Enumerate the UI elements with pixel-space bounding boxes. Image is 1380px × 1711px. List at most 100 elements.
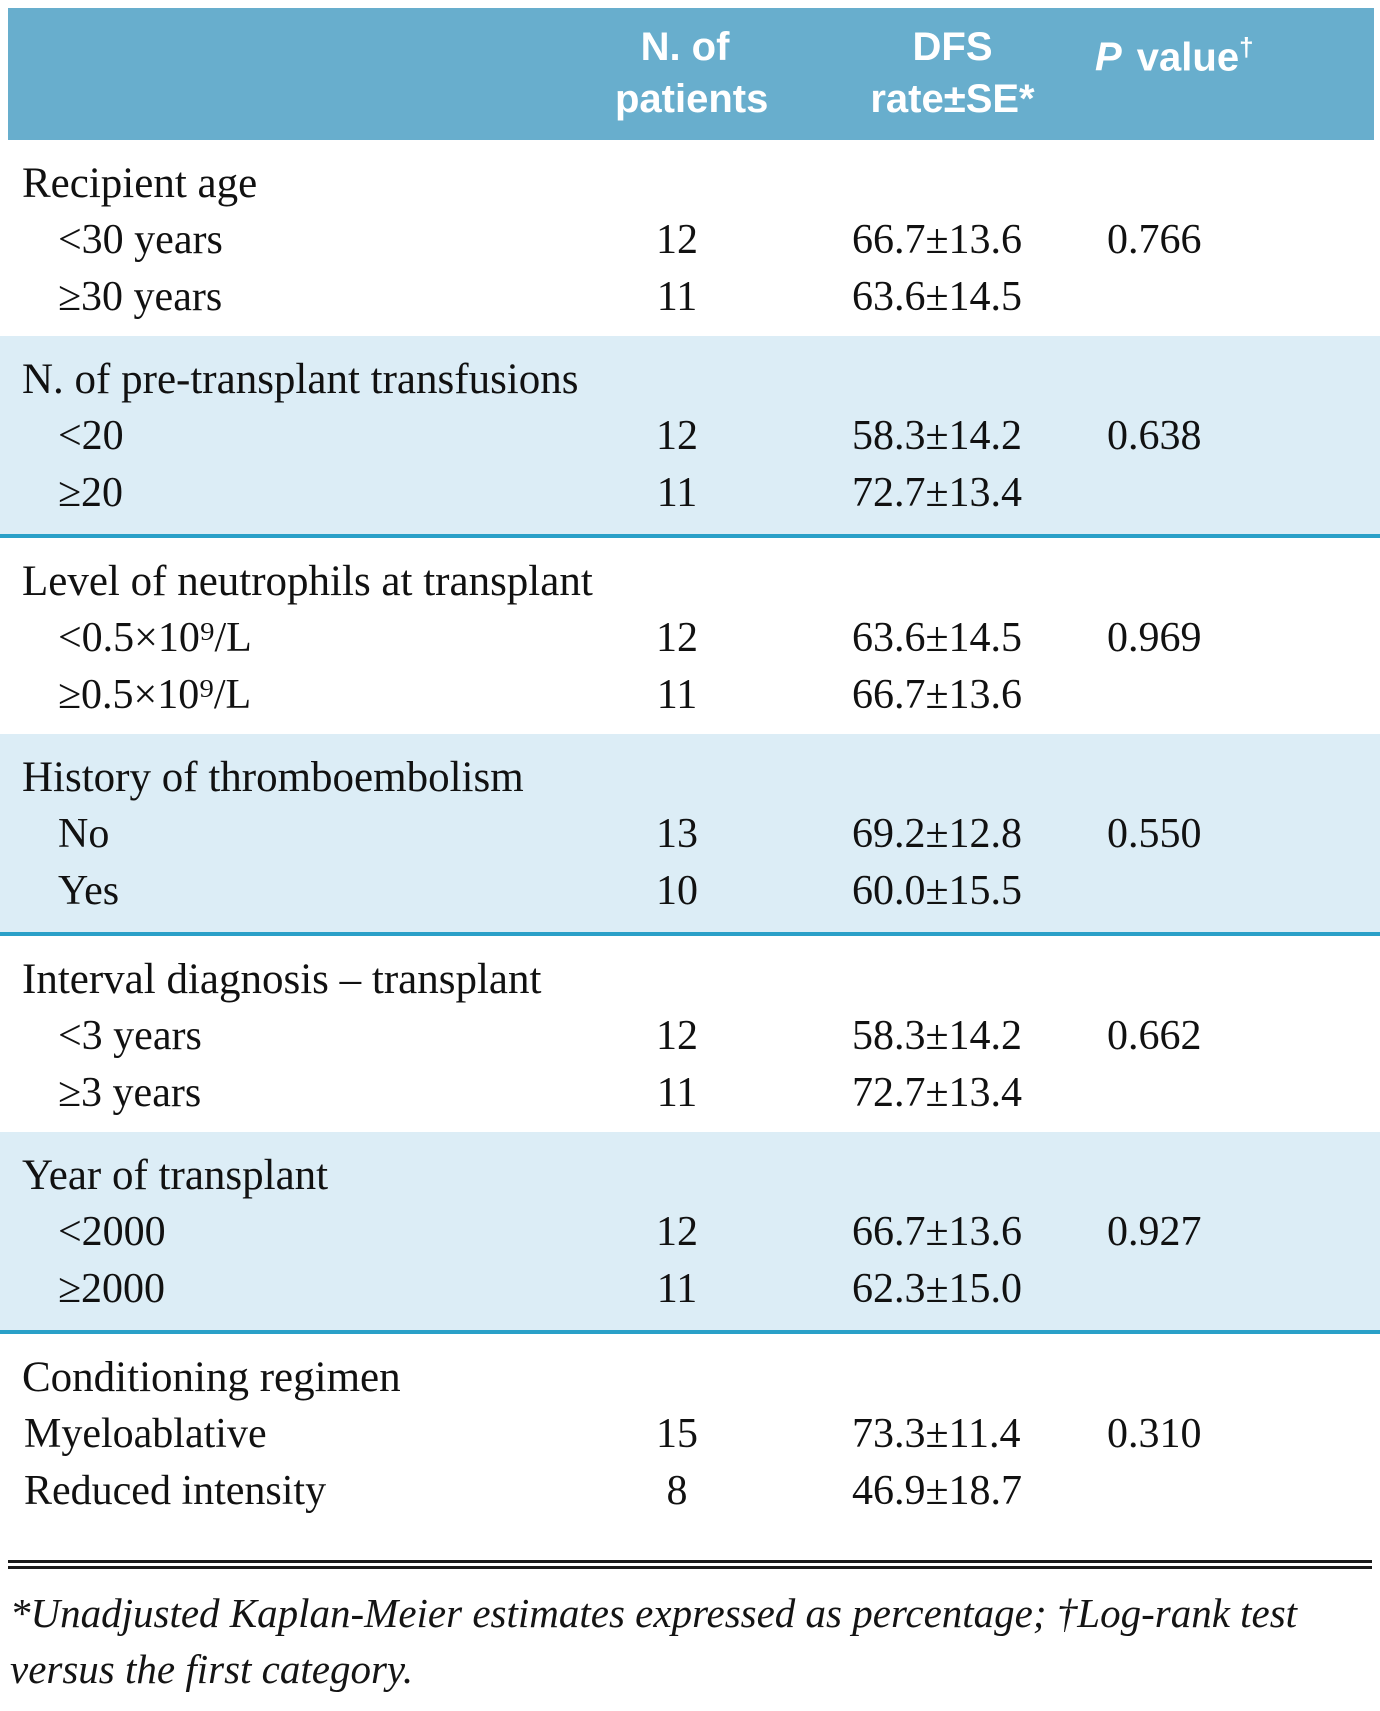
section-category-label: Year of transplant xyxy=(22,1152,329,1199)
table-row: <3 years 12 58.3±14.2 0.662 xyxy=(0,1008,1380,1065)
row-dfs-rate: 73.3±11.4 xyxy=(852,1411,1021,1457)
row-dfs-rate: 60.0±15.5 xyxy=(852,868,1023,914)
row-label: Reduced intensity xyxy=(24,1468,327,1514)
table-row: ≥0.5×10⁹/L 11 66.7±13.6 xyxy=(0,667,1380,724)
row-n-of-patients: 12 xyxy=(656,217,698,263)
row-label: <3 years xyxy=(58,1013,202,1059)
row-n-of-patients: 12 xyxy=(656,413,698,459)
table-row: No 13 69.2±12.8 0.550 xyxy=(0,806,1380,863)
header-p-dagger: † xyxy=(1239,32,1254,62)
table-row: <0.5×10⁹/L 12 63.6±14.5 0.969 xyxy=(0,610,1380,667)
table-section: Interval diagnosis – transplant <3 years… xyxy=(0,936,1380,1132)
row-n-of-patients: 13 xyxy=(656,811,698,857)
row-p-value xyxy=(1037,1463,1380,1520)
header-p-italic: P xyxy=(1095,35,1122,80)
row-label: ≥30 years xyxy=(58,274,223,320)
table-row: <30 years 12 66.7±13.6 0.766 xyxy=(0,212,1380,269)
row-label: Myeloablative xyxy=(24,1411,267,1457)
row-n-of-patients: 12 xyxy=(656,615,698,661)
row-p-value: 0.766 xyxy=(1107,217,1202,263)
header-dfs-rate: DFS rate±SE* xyxy=(755,21,1045,125)
row-label: ≥2000 xyxy=(58,1266,166,1312)
row-label: <2000 xyxy=(58,1209,166,1255)
table-section: Level of neutrophils at transplant <0.5×… xyxy=(0,538,1380,734)
header-dfs-line2: rate±SE* xyxy=(870,77,1035,121)
table-row: Myeloablative 15 73.3±11.4 0.310 xyxy=(0,1406,1380,1463)
row-label: ≥0.5×10⁹/L xyxy=(58,672,252,718)
header-empty-cell xyxy=(8,21,615,125)
row-dfs-rate: 66.7±13.6 xyxy=(852,1209,1023,1255)
table-row: ≥30 years 11 63.6±14.5 xyxy=(0,269,1380,326)
row-dfs-rate: 66.7±13.6 xyxy=(852,217,1023,263)
row-dfs-rate: 58.3±14.2 xyxy=(852,413,1023,459)
table-section: Recipient age <30 years 12 66.7±13.6 0.7… xyxy=(0,140,1380,336)
row-n-of-patients: 12 xyxy=(656,1209,698,1255)
section-category-label: Interval diagnosis – transplant xyxy=(22,956,542,1003)
header-p-rest: value xyxy=(1125,35,1240,80)
table-row: <20 12 58.3±14.2 0.638 xyxy=(0,408,1380,465)
row-label: ≥3 years xyxy=(58,1070,202,1116)
row-label: <0.5×10⁹/L xyxy=(58,615,252,661)
row-dfs-rate: 46.9±18.7 xyxy=(852,1468,1023,1514)
table-section: Conditioning regimen Myeloablative 15 73… xyxy=(0,1334,1380,1530)
row-n-of-patients: 11 xyxy=(656,672,698,718)
table-header: N. of patients DFS rate±SE* P value† xyxy=(8,8,1374,140)
table-section: History of thromboembolism No 13 69.2±12… xyxy=(0,734,1380,936)
header-n-line2: patients xyxy=(615,77,769,121)
table-row: Reduced intensity 8 46.9±18.7 xyxy=(0,1463,1380,1520)
row-n-of-patients: 8 xyxy=(666,1468,688,1514)
row-n-of-patients: 10 xyxy=(656,868,698,914)
row-p-value xyxy=(1037,465,1380,522)
section-category-label: Level of neutrophils at transplant xyxy=(22,558,593,605)
row-dfs-rate: 72.7±13.4 xyxy=(852,1070,1023,1116)
row-dfs-rate: 69.2±12.8 xyxy=(852,811,1023,857)
row-p-value: 0.662 xyxy=(1107,1013,1202,1059)
row-p-value xyxy=(1037,269,1380,326)
row-n-of-patients: 15 xyxy=(656,1411,698,1457)
row-n-of-patients: 11 xyxy=(656,274,698,320)
row-n-of-patients: 11 xyxy=(656,470,698,516)
row-n-of-patients: 11 xyxy=(656,1266,698,1312)
section-category-label: N. of pre-transplant transfusions xyxy=(22,356,579,403)
header-n-line1: N. of xyxy=(640,25,730,69)
section-category-label: History of thromboembolism xyxy=(22,754,524,801)
row-n-of-patients: 11 xyxy=(656,1070,698,1116)
row-p-value: 0.310 xyxy=(1107,1411,1202,1457)
section-category-label: Conditioning regimen xyxy=(22,1354,401,1401)
row-dfs-rate: 63.6±14.5 xyxy=(852,274,1023,320)
row-p-value: 0.927 xyxy=(1107,1209,1202,1255)
row-dfs-rate: 58.3±14.2 xyxy=(852,1013,1023,1059)
row-label: No xyxy=(58,811,110,857)
table-row: <2000 12 66.7±13.6 0.927 xyxy=(0,1204,1380,1261)
row-label: <30 years xyxy=(58,217,223,263)
row-p-value: 0.550 xyxy=(1107,811,1202,857)
row-p-value xyxy=(1037,1065,1380,1122)
table-row: ≥2000 11 62.3±15.0 xyxy=(0,1261,1380,1318)
row-label: Yes xyxy=(58,868,120,914)
header-dfs-line1: DFS xyxy=(912,25,993,69)
row-dfs-rate: 63.6±14.5 xyxy=(852,615,1023,661)
header-n-of-patients: N. of patients xyxy=(615,21,768,125)
row-n-of-patients: 12 xyxy=(656,1013,698,1059)
row-label: <20 xyxy=(58,413,124,459)
table-row: Yes 10 60.0±15.5 xyxy=(0,863,1380,920)
row-p-value: 0.969 xyxy=(1107,615,1202,661)
header-p-value: P value† xyxy=(1045,21,1374,125)
table-bottom-rule xyxy=(8,1560,1372,1569)
table-section: Year of transplant <2000 12 66.7±13.6 0.… xyxy=(0,1132,1380,1334)
row-label: ≥20 xyxy=(58,470,124,516)
table-body: Recipient age <30 years 12 66.7±13.6 0.7… xyxy=(0,140,1380,1530)
row-p-value xyxy=(1037,1261,1380,1318)
row-p-value xyxy=(1037,863,1380,920)
row-p-value: 0.638 xyxy=(1107,413,1202,459)
row-dfs-rate: 72.7±13.4 xyxy=(852,470,1023,516)
table-row: ≥3 years 11 72.7±13.4 xyxy=(0,1065,1380,1122)
row-dfs-rate: 66.7±13.6 xyxy=(852,672,1023,718)
row-dfs-rate: 62.3±15.0 xyxy=(852,1266,1023,1312)
table-footnote: *Unadjusted Kaplan-Meier estimates expre… xyxy=(10,1590,1298,1692)
row-p-value xyxy=(1037,667,1380,724)
table-section: N. of pre-transplant transfusions <20 12… xyxy=(0,336,1380,538)
table-row: ≥20 11 72.7±13.4 xyxy=(0,465,1380,522)
section-category-label: Recipient age xyxy=(22,160,258,207)
